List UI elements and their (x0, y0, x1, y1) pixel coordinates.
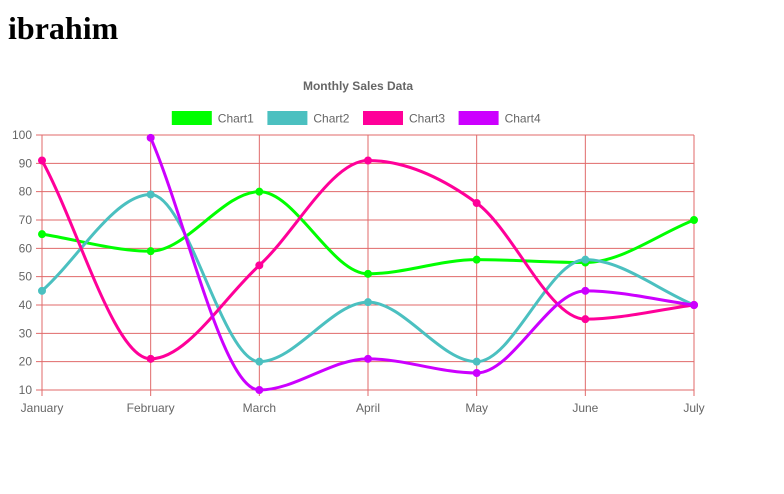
x-tick-label: May (465, 401, 488, 415)
y-tick-label: 40 (19, 298, 33, 312)
data-point[interactable] (38, 286, 46, 295)
x-tick-label: July (683, 401, 704, 415)
data-point[interactable] (581, 315, 590, 324)
data-point[interactable] (581, 286, 590, 295)
data-point[interactable] (255, 357, 264, 366)
data-point[interactable] (255, 261, 264, 270)
chart-title: Monthly Sales Data (303, 79, 413, 93)
legend-swatch (458, 111, 499, 125)
y-tick-label: 20 (19, 355, 33, 369)
legend-swatch (363, 111, 403, 125)
y-tick-label: 50 (19, 270, 33, 284)
legend-label: Chart2 (313, 112, 349, 126)
legend-swatch (171, 111, 212, 125)
data-point[interactable] (472, 255, 481, 264)
y-tick-label: 10 (19, 383, 33, 397)
data-point[interactable] (581, 255, 590, 264)
legend-swatch (267, 111, 308, 125)
x-tick-label: June (572, 401, 598, 415)
x-tick-label: March (243, 401, 276, 415)
data-point[interactable] (472, 357, 481, 366)
y-tick-label: 30 (19, 326, 33, 340)
data-point[interactable] (690, 216, 698, 224)
data-point[interactable] (255, 187, 264, 196)
page-heading: ibrahim (8, 10, 119, 46)
y-tick-label: 90 (19, 156, 33, 170)
data-point[interactable] (38, 230, 46, 239)
y-tick-label: 70 (19, 213, 33, 227)
chart-grid (36, 134, 695, 396)
data-point[interactable] (472, 199, 481, 207)
legend-item-chart1[interactable]: Chart1 (171, 111, 254, 126)
data-point[interactable] (690, 301, 698, 309)
data-point[interactable] (472, 369, 481, 377)
x-tick-label: April (356, 401, 380, 415)
data-point[interactable] (255, 386, 264, 394)
data-point[interactable] (364, 298, 372, 307)
chart-series (38, 133, 698, 394)
data-point[interactable] (146, 190, 155, 199)
data-point[interactable] (364, 156, 372, 165)
y-tick-label: 100 (12, 128, 32, 142)
series-line (40, 159, 696, 361)
x-tick-label: January (21, 401, 64, 415)
legend-label: Chart3 (409, 112, 445, 126)
chart-legend: Chart1 Chart2 Chart3 Chart4 (171, 111, 541, 126)
x-axis: January February March April May June July (21, 401, 705, 415)
legend-item-chart4[interactable]: Chart4 (458, 111, 541, 126)
data-point[interactable] (38, 156, 46, 165)
y-axis: 10 20 30 40 50 60 70 80 90 100 (12, 128, 32, 397)
series-chart4 (146, 133, 698, 394)
legend-item-chart3[interactable]: Chart3 (363, 111, 445, 126)
legend-label: Chart1 (218, 112, 254, 126)
data-point[interactable] (146, 247, 155, 256)
data-point[interactable] (146, 354, 155, 363)
y-tick-label: 60 (19, 241, 33, 255)
data-point[interactable] (364, 354, 372, 363)
y-tick-label: 80 (19, 185, 33, 199)
x-tick-label: February (127, 401, 175, 415)
data-point[interactable] (146, 133, 155, 142)
data-point[interactable] (364, 269, 372, 278)
legend-item-chart2[interactable]: Chart2 (267, 111, 350, 126)
legend-label: Chart4 (505, 112, 541, 126)
